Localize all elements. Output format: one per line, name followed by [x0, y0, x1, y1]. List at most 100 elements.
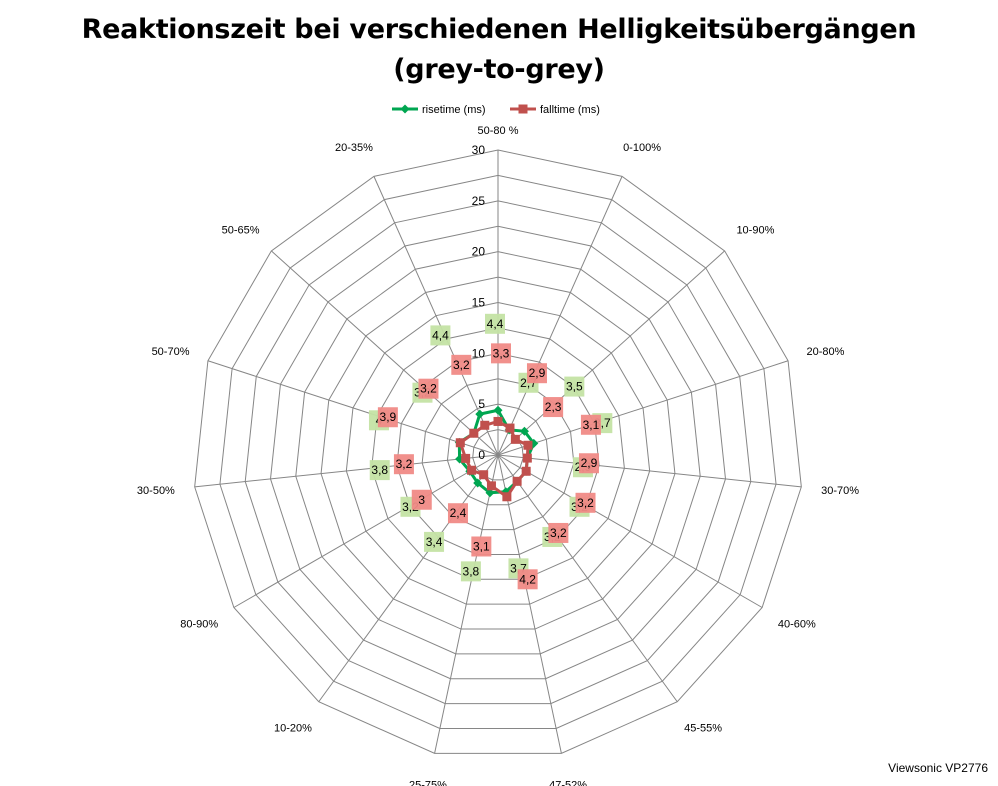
- falltime-data-label-box: [543, 397, 564, 418]
- grid-spoke: [497, 454, 562, 754]
- falltime-point: [522, 453, 532, 463]
- radial-ticks: 0 5 10 15 20 25 30: [472, 143, 486, 462]
- category-label: 45-55%: [684, 723, 722, 735]
- radial-tick-label: 20: [472, 245, 486, 259]
- falltime-point: [521, 466, 531, 476]
- falltime-data-label-box: [578, 453, 599, 474]
- risetime-data-label: 4,4: [432, 328, 449, 342]
- falltime-data-label-box: [526, 363, 547, 384]
- category-label: 80-90%: [180, 619, 218, 631]
- falltime-data-label: 2,3: [545, 400, 562, 414]
- falltime-data-label-box: [411, 489, 432, 510]
- grid-spoke: [434, 454, 499, 754]
- category-label: 0-100%: [623, 142, 661, 154]
- radial-tick-label: 5: [478, 397, 485, 411]
- falltime-point: [469, 428, 479, 438]
- falltime-data-label-box: [393, 454, 414, 475]
- risetime-data-label-box: [430, 325, 451, 346]
- falltime-data-labels: 3,3 2,9 2,3 3,1 2,9 3,2 3,2 4,2 3,1 2,4 3 3,2 3,9 3,2…: [377, 343, 601, 590]
- grid-spoke: [497, 454, 763, 608]
- grid-ring: [219, 174, 777, 729]
- falltime-data-label-box: [377, 407, 398, 428]
- risetime-point: [475, 409, 485, 419]
- falltime-data-label-box: [451, 354, 472, 375]
- grid-spoke: [497, 454, 678, 703]
- risetime-data-label: 3,4: [426, 535, 443, 549]
- grid-spoke: [497, 360, 789, 456]
- risetime-point: [473, 478, 483, 488]
- category-label: 30-70%: [821, 485, 859, 497]
- falltime-data-label-box: [580, 414, 601, 435]
- risetime-point: [485, 488, 495, 498]
- risetime-data-label-box: [460, 561, 481, 582]
- grid-spoke: [497, 454, 802, 488]
- grid-spoke: [194, 454, 499, 488]
- category-label: 47-52%: [549, 780, 587, 786]
- radial-tick-label: 10: [472, 346, 486, 360]
- falltime-data-label: 3,2: [453, 358, 470, 372]
- falltime-data-label: 3,2: [396, 457, 413, 471]
- radar-grid: [194, 149, 802, 754]
- radial-tick-label: 0: [478, 448, 485, 462]
- chart-title: Reaktionszeit bei verschiedenen Helligke…: [0, 10, 998, 90]
- risetime-data-label: 3,8: [463, 564, 480, 578]
- falltime-point: [479, 470, 489, 480]
- category-labels: 50-80 % 0-100% 10-90% 20-80% 30-70% 40-60% 45-…: [137, 125, 859, 786]
- category-label: 50-65%: [222, 225, 260, 237]
- watermark-text: Viewsonic VP2776: [888, 761, 988, 775]
- falltime-point: [510, 434, 520, 444]
- falltime-point: [461, 453, 471, 463]
- grid-spoke: [497, 250, 725, 456]
- grid-ring: [421, 378, 575, 531]
- category-label: 40-60%: [778, 619, 816, 631]
- falltime-point: [480, 420, 490, 430]
- grid-spoke: [233, 454, 499, 608]
- grid-ring: [345, 301, 651, 605]
- falltime-data-label-box: [447, 503, 468, 524]
- falltime-data-label: 3,1: [473, 539, 490, 553]
- risetime-data-label: 3,5: [566, 380, 583, 394]
- falltime-data-label: 3,3: [493, 346, 510, 360]
- grid-ring: [320, 276, 676, 630]
- risetime-data-label: 4,4: [487, 317, 504, 331]
- falltime-data-label: 3: [418, 493, 425, 507]
- grid-spoke: [207, 360, 499, 456]
- falltime-data-label: 2,9: [581, 456, 598, 470]
- falltime-data-label-box: [517, 569, 538, 590]
- category-label: 20-35%: [335, 142, 373, 154]
- grid-spoke: [271, 250, 499, 456]
- grid-ring: [269, 225, 727, 680]
- falltime-point: [502, 492, 512, 502]
- falltime-point: [523, 440, 533, 450]
- risetime-point: [519, 426, 529, 436]
- grid-ring: [446, 403, 550, 506]
- legend-risetime-label: risetime (ms): [422, 104, 486, 116]
- risetime-data-label-box: [564, 376, 585, 397]
- falltime-data-label-box: [491, 343, 511, 364]
- category-label: 50-80 %: [478, 125, 519, 137]
- grid-spoke: [497, 176, 623, 456]
- risetime-point: [493, 405, 503, 415]
- category-label: 10-20%: [274, 723, 312, 735]
- grid-ring: [295, 251, 701, 655]
- falltime-point: [467, 465, 477, 475]
- falltime-data-label: 3,2: [420, 382, 437, 396]
- falltime-data-label: 3,2: [550, 526, 567, 540]
- radial-tick-label: 30: [472, 143, 486, 157]
- category-label: 25-75%: [409, 780, 447, 786]
- radial-tick-label: 15: [472, 296, 486, 310]
- falltime-data-label-box: [418, 378, 439, 399]
- category-label: 50-70%: [152, 346, 190, 358]
- legend-falltime-label: falltime (ms): [540, 104, 600, 116]
- falltime-data-label-box: [548, 522, 569, 543]
- grid-ring: [396, 352, 600, 555]
- risetime-data-label: 3,8: [371, 463, 388, 477]
- falltime-data-label: 3,2: [577, 496, 594, 510]
- falltime-data-label: 3,9: [380, 410, 397, 424]
- falltime-line: [458, 419, 530, 499]
- grid-ring: [244, 200, 752, 705]
- falltime-data-label: 2,4: [450, 506, 467, 520]
- falltime-data-label: 4,2: [519, 572, 536, 586]
- grid-spoke: [373, 176, 499, 456]
- category-label: 30-50%: [137, 485, 175, 497]
